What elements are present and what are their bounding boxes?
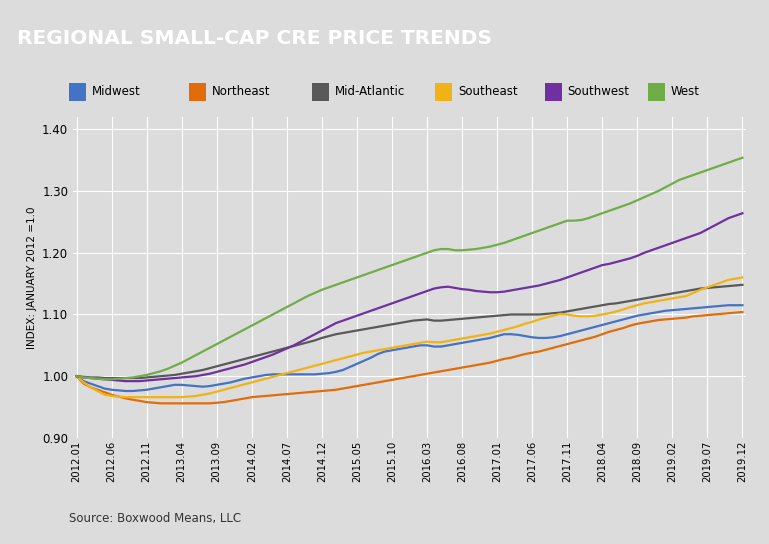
Text: Northeast: Northeast bbox=[211, 85, 270, 98]
Bar bbox=[312, 83, 329, 101]
Bar bbox=[69, 83, 86, 101]
Text: REGIONAL SMALL-CAP CRE PRICE TRENDS: REGIONAL SMALL-CAP CRE PRICE TRENDS bbox=[17, 29, 492, 48]
Bar bbox=[435, 83, 452, 101]
Bar bbox=[545, 83, 562, 101]
Y-axis label: INDEX: JANUARY 2012 =1.0: INDEX: JANUARY 2012 =1.0 bbox=[26, 206, 36, 349]
Text: Source: Boxwood Means, LLC: Source: Boxwood Means, LLC bbox=[69, 512, 241, 524]
Bar bbox=[189, 83, 206, 101]
Text: Southeast: Southeast bbox=[458, 85, 518, 98]
Text: West: West bbox=[670, 85, 699, 98]
Text: Mid-Atlantic: Mid-Atlantic bbox=[335, 85, 405, 98]
Text: Southwest: Southwest bbox=[568, 85, 630, 98]
Bar bbox=[647, 83, 664, 101]
Text: Midwest: Midwest bbox=[92, 85, 141, 98]
